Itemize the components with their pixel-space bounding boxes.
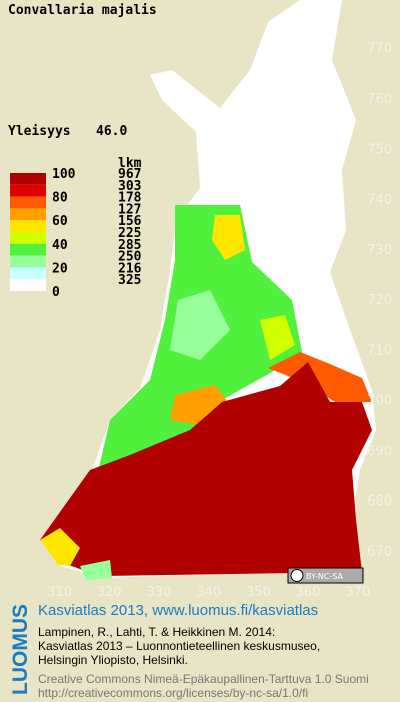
y-tick-label: 760 <box>367 92 392 107</box>
brand: LUOMUS <box>9 604 32 695</box>
frequency-value: 46.0 <box>96 124 127 139</box>
south-west-coast <box>40 528 80 566</box>
badge-text: BY-NC-SA <box>306 572 344 581</box>
x-tick-label: 320 <box>97 585 122 600</box>
legend-tick-label: 0 <box>52 285 60 300</box>
x-tick-label: 340 <box>196 585 221 600</box>
y-tick-label: 710 <box>367 343 392 358</box>
x-tick-label: 360 <box>296 585 321 600</box>
legend: 100 80 60 40 20 0 9673031781271562252852502163… <box>10 167 142 300</box>
x-tick-label: 370 <box>345 585 370 600</box>
light-patch <box>170 290 230 360</box>
legend-swatch <box>10 220 46 232</box>
license-line: http://creativecommons.org/licenses/by-n… <box>38 686 308 700</box>
legend-swatch <box>10 173 46 185</box>
citation-line: Kasviatlas 2013 – Luonnontieteellinen ke… <box>38 639 320 653</box>
south-region <box>40 362 372 576</box>
x-tick-label: 350 <box>246 585 271 600</box>
legend-swatch <box>10 196 46 209</box>
citation-line: Helsingin Yliopisto, Helsinki. <box>38 653 188 667</box>
legend-count: 967 <box>118 167 141 182</box>
legend-swatch <box>10 184 46 197</box>
legend-swatch <box>10 255 46 268</box>
license-line: Creative Commons Nimeä-Epäkaupallinen-Ta… <box>38 672 369 686</box>
legend-count: 285 <box>118 238 141 253</box>
legend-count: 303 <box>118 179 141 194</box>
legend-tick-label: 40 <box>52 238 68 253</box>
y-tick-label: 730 <box>367 243 392 258</box>
license-badge: BY-NC-SA <box>287 567 364 584</box>
legend-swatch <box>10 208 46 221</box>
x-tick-label: 310 <box>47 585 72 600</box>
legend-swatch <box>10 267 46 280</box>
y-tick-label: 680 <box>367 494 392 509</box>
cc-icon <box>290 569 304 582</box>
map-title: Convallaria majalis <box>8 3 157 18</box>
x-tick-label: 330 <box>147 585 172 600</box>
legend-count: 216 <box>118 261 142 276</box>
legend-tick-label: 20 <box>52 261 68 276</box>
legend-swatch <box>10 232 46 244</box>
legend-tick-label: 100 <box>52 167 76 182</box>
y-tick-label: 720 <box>367 293 392 308</box>
legend-count: 178 <box>118 191 142 206</box>
map <box>40 0 376 580</box>
legend-tick-label: 80 <box>52 191 68 206</box>
legend-swatch <box>10 243 46 256</box>
yellow-patch <box>212 215 245 260</box>
axis-labels: 770 760 750 740 730 720 710 700 690 680 670 310 320 3… <box>47 42 392 600</box>
frequency-label: Yleisyys <box>8 124 71 139</box>
y-tick-label: 700 <box>367 394 392 409</box>
badge-box <box>287 567 364 584</box>
y-tick-label: 670 <box>367 544 392 559</box>
legend-count: 250 <box>118 250 142 265</box>
orange-band <box>268 352 372 402</box>
legend-swatch <box>10 279 46 291</box>
legend-header: lkm <box>118 156 142 171</box>
headline: Kasviatlas 2013, www.luomus.fi/kasviatla… <box>38 602 318 619</box>
citation-line: Lampinen, R., Lahti, T. & Heikkinen M. 2… <box>38 625 275 639</box>
y-tick-label: 740 <box>367 193 392 208</box>
yellow-patch <box>260 315 295 360</box>
footer-text: Lampinen, R., Lahti, T. & Heikkinen M. 2… <box>38 625 369 700</box>
y-tick-label: 690 <box>367 444 392 459</box>
legend-count: 325 <box>118 273 141 288</box>
legend-count: 225 <box>118 226 141 241</box>
y-tick-label: 770 <box>367 42 392 57</box>
legend-count: 156 <box>118 214 142 229</box>
legend-tick-label: 60 <box>52 214 68 229</box>
y-tick-label: 750 <box>367 142 392 157</box>
coast-patch <box>80 560 112 580</box>
legend-count: 127 <box>118 202 141 217</box>
